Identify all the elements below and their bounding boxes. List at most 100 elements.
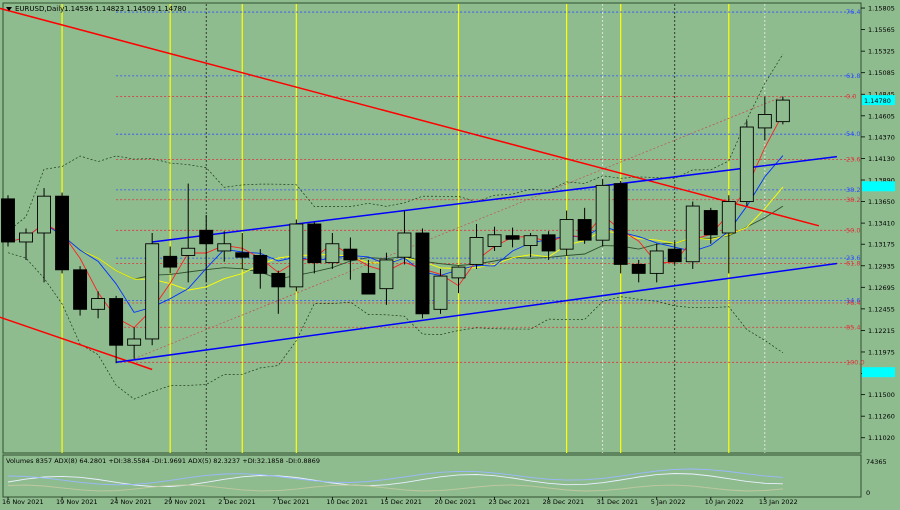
candle-bear [415,232,430,315]
price-tick-label: 1.13175 [868,241,895,249]
time-tick-label: 20 Dec 2021 [434,498,476,506]
fib-level-label: 23.6 [846,155,860,163]
candle-bull [469,237,484,265]
time-tick-label: 15 Dec 2021 [380,498,422,506]
price-tick-label: 1.14845 [868,91,895,99]
price-tick-label: 1.12695 [868,284,895,292]
candle-bear [631,263,646,274]
price-tick-label: 1.15565 [868,26,895,34]
indicator-frame [2,454,862,498]
candle-bear [1,198,15,243]
ma-yellow [7,186,784,291]
time-tick-label: 19 Nov 2021 [56,498,98,506]
candle-bear [667,248,682,263]
candle-bear [235,252,250,258]
candle-bull [127,338,142,346]
time-tick-label: 28 Dec 2021 [543,498,585,506]
price-tag [862,367,895,378]
price-tick-label: 1.15325 [868,48,895,56]
candle-bear [199,229,214,245]
candle-bull [217,243,232,252]
bollinger-upper [7,53,784,232]
candle-bull [487,234,502,247]
candle-bear [55,195,70,271]
candle-bull [559,219,574,250]
price-tick-label: 1.11260 [868,413,895,421]
price-tags: 1.14780 [862,95,895,378]
time-tick-label: 16 Nov 2021 [2,498,44,506]
price-tick-label: 1.12215 [868,327,895,335]
channel-lower-line [116,262,838,364]
candle-bull [451,266,466,279]
fib-level-label: 76.4 [846,8,860,16]
candle-bear [361,272,376,295]
time-tick-label: 13 Jan 2022 [759,498,798,506]
price-tick-label: 1.14370 [868,133,895,141]
price-tick-label: 1.14130 [868,155,895,163]
candle-bull [523,235,538,247]
time-tick-label: 29 Nov 2021 [164,498,206,506]
fib-level-label: 50.0 [846,226,860,234]
candle-bear [253,254,268,274]
symbol-label: EURUSD,Daily [15,5,64,13]
fib-level-label: 14.6 [846,296,860,304]
fib-level-label: 61.8 [846,72,860,80]
fib-level-label: 54.0 [846,130,860,138]
adx-line [7,473,783,487]
red-trendline [0,7,820,227]
candle-bear [505,235,520,240]
price-tick-label: 1.11020 [868,434,895,442]
candle-bull [721,201,736,234]
fib-level-label: 100.0 [846,358,865,366]
fib-level-label: 0.0 [846,92,856,100]
candle-bear [109,298,124,346]
indicator-panel: 74365 0 [7,458,887,497]
candle-bull [685,205,700,263]
candle-bull [397,232,412,258]
candle-bear [73,269,88,310]
fib-level-label: 61.8 [846,260,860,268]
candle-bull [145,243,160,340]
time-tick-label: 7 Dec 2021 [272,498,309,506]
candle-bear [541,234,556,252]
candle-bull [37,195,51,234]
price-tick-label: 1.13650 [868,198,895,206]
candle-bull [757,114,772,129]
indicator-axis-label: 0 [866,489,870,497]
time-tick-label: 24 Nov 2021 [110,498,152,506]
fib-anchor-line [134,96,783,360]
fib-level-label: 76.4 [846,299,860,307]
candle-bear [271,272,286,288]
price-tick-label: 1.14605 [868,112,895,120]
candles [1,96,790,364]
candle-bear [577,219,592,241]
time-tick-label: 10 Jan 2022 [705,498,744,506]
time-tick-label: 5 Jan 2022 [651,498,686,506]
time-tick-label: 31 Dec 2021 [597,498,639,506]
fibonacci-levels: 76.461.80.054.023.638.238.250.023.661.81… [116,8,865,366]
time-tick-label: 10 Dec 2021 [326,498,368,506]
trend-lines [0,7,838,400]
ma-dark [7,205,784,280]
candle-bull [649,250,664,274]
red-trendline [0,316,153,371]
fib-level-label: 23.6 [846,254,860,262]
time-tick-label: 2 Dec 2021 [218,498,255,506]
indicator-label: Volumes 8357 ADX(8) 64.2801 +DI:38.5584 … [6,457,320,465]
plus-di-line [7,468,783,486]
price-tag [862,95,895,106]
candle-bear [163,255,178,268]
price-tag [862,181,895,192]
candle-bull [289,223,304,288]
price-axis: 1.15805 1.15565 1.15325 1.15085 1.14845 1.146… [861,5,895,442]
price-tag-label: 1.14780 [864,97,891,105]
minus-di-line [7,484,783,492]
candle-bear [307,223,322,264]
chevron-down-icon[interactable] [6,7,12,11]
price-tick-label: 1.12455 [868,305,895,313]
price-tick-label: 1.11975 [868,348,895,356]
candle-bear [613,183,628,265]
price-tick-label: 1.15085 [868,69,895,77]
candle-bull [433,275,448,310]
